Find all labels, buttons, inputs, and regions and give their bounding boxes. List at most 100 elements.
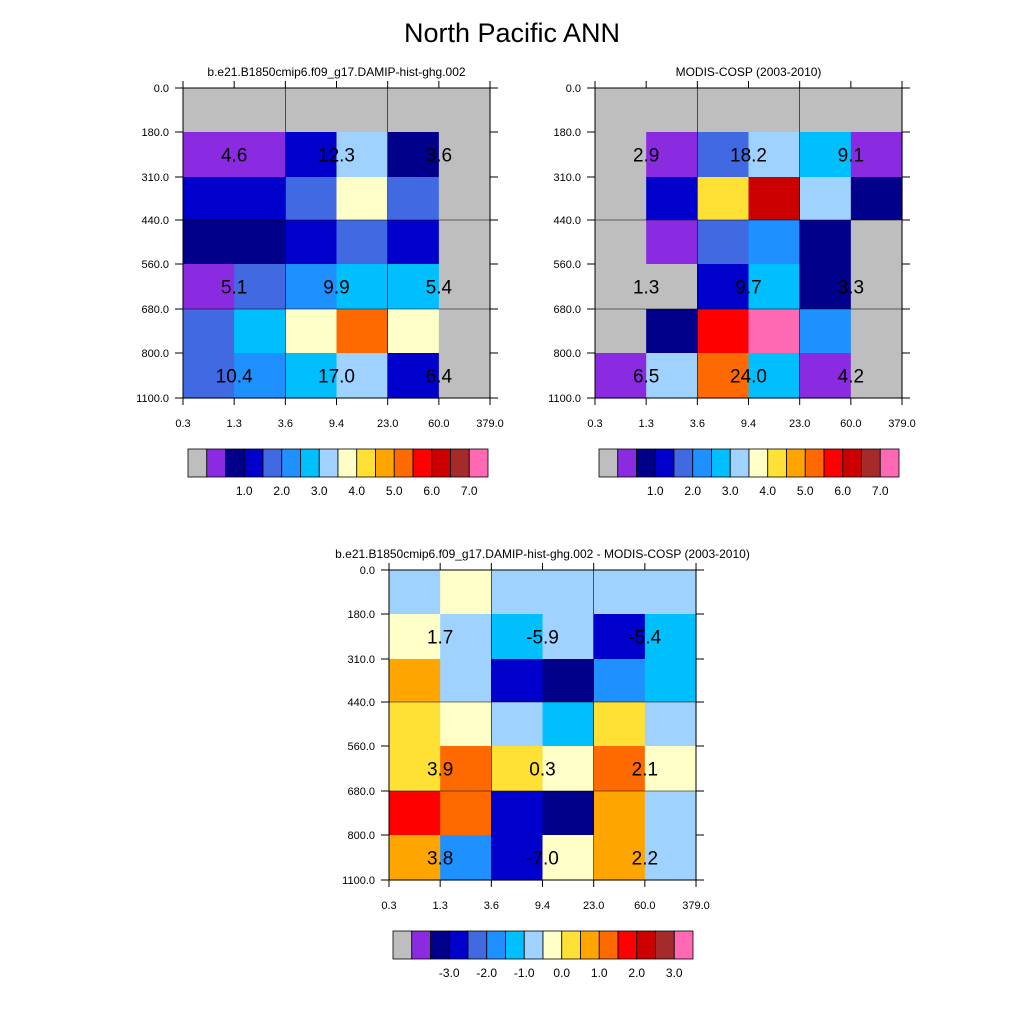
heatmap-cell bbox=[748, 177, 801, 221]
colorbar-swatch bbox=[467, 930, 488, 960]
x-tick-label: 60.0 bbox=[634, 900, 655, 912]
colorbar-swatch bbox=[243, 448, 264, 478]
heatmap-cell bbox=[438, 132, 491, 178]
heatmap-cell bbox=[183, 220, 235, 265]
cell-value-label: 24.0 bbox=[730, 367, 767, 388]
colorbar-label: 1.0 bbox=[236, 484, 253, 498]
x-tick-label: 3.6 bbox=[484, 900, 499, 912]
colorbar-swatch bbox=[206, 448, 226, 478]
heatmap-cell bbox=[799, 264, 852, 310]
heatmap-cell bbox=[285, 132, 338, 178]
colorbar-label: -1.0 bbox=[514, 966, 535, 980]
x-tick-label: 1.3 bbox=[639, 418, 654, 430]
cell-value-label: 12.3 bbox=[318, 146, 355, 167]
heatmap-cell bbox=[748, 88, 801, 133]
heatmap-cell bbox=[285, 88, 338, 133]
heatmap-cell bbox=[440, 791, 492, 836]
heatmap-cell bbox=[593, 570, 646, 615]
colorbar-swatch bbox=[337, 448, 358, 478]
heatmap-cell bbox=[697, 264, 750, 310]
y-tick-label: 800.0 bbox=[553, 348, 581, 360]
x-tick-label: 23.0 bbox=[789, 418, 810, 430]
y-tick-label: 1100.0 bbox=[342, 875, 375, 887]
y-tick-label: 180.0 bbox=[553, 127, 581, 139]
x-tick-label: 0.3 bbox=[381, 900, 396, 912]
cell-value-label: -7.0 bbox=[526, 849, 559, 870]
heatmap-cell bbox=[389, 659, 441, 703]
colorbar-swatch bbox=[468, 448, 489, 478]
heatmap-cell bbox=[850, 309, 903, 354]
heatmap-cell bbox=[234, 264, 286, 310]
heatmap-cell bbox=[646, 88, 698, 133]
heatmap-cell bbox=[336, 132, 389, 178]
heatmap-cell bbox=[850, 88, 903, 133]
cell-value-label: 5.4 bbox=[426, 278, 453, 299]
cell-value-label: 18.2 bbox=[730, 146, 767, 167]
heatmap-cell bbox=[183, 309, 235, 354]
colorbar-swatch bbox=[804, 448, 825, 478]
colorbar-label: 4.0 bbox=[348, 484, 365, 498]
colorbar-swatch bbox=[673, 930, 694, 960]
heatmap-cell bbox=[542, 659, 595, 703]
heatmap-cell bbox=[644, 791, 697, 836]
x-tick-label: 60.0 bbox=[428, 418, 449, 430]
cell-value-label: 4.6 bbox=[221, 146, 247, 167]
colorbar-swatch bbox=[673, 448, 694, 478]
heatmap-cell bbox=[387, 220, 440, 265]
heatmap-cell bbox=[440, 614, 492, 660]
colorbar-swatch bbox=[486, 930, 506, 960]
heatmap-cell bbox=[593, 659, 646, 703]
heatmap-cell bbox=[234, 309, 286, 354]
heatmap-cell bbox=[646, 220, 698, 265]
y-tick-label: 560.0 bbox=[347, 741, 375, 753]
heatmap-cell bbox=[491, 702, 544, 747]
heatmap-cell bbox=[234, 88, 286, 133]
heatmap-cell bbox=[697, 132, 750, 178]
cell-value-label: 10.4 bbox=[216, 367, 253, 388]
colorbar-swatch bbox=[861, 448, 881, 478]
heatmap-cell bbox=[285, 220, 338, 265]
colorbar-swatch bbox=[300, 448, 320, 478]
y-tick-label: 680.0 bbox=[553, 304, 581, 316]
y-tick-label: 180.0 bbox=[347, 609, 375, 621]
heatmap-cell bbox=[389, 835, 441, 881]
heatmap-cell bbox=[595, 309, 647, 354]
heatmap-cell bbox=[387, 177, 440, 221]
panel-title: MODIS-COSP (2003-2010) bbox=[676, 65, 822, 79]
y-tick-label: 440.0 bbox=[347, 697, 375, 709]
heatmap-cell bbox=[850, 353, 903, 399]
heatmap-cell bbox=[799, 309, 852, 354]
heatmap-cell bbox=[748, 220, 801, 265]
cell-value-label: 4.2 bbox=[838, 367, 864, 388]
heatmap-cell bbox=[542, 614, 595, 660]
heatmap-cell bbox=[799, 177, 852, 221]
heatmap-cell bbox=[336, 177, 389, 221]
y-tick-label: 800.0 bbox=[141, 348, 169, 360]
heatmap-cell bbox=[438, 264, 491, 310]
y-tick-label: 310.0 bbox=[553, 172, 581, 184]
x-tick-label: 3.6 bbox=[690, 418, 705, 430]
y-tick-label: 680.0 bbox=[347, 786, 375, 798]
heatmap-cell bbox=[595, 177, 647, 221]
heatmap-cell bbox=[491, 835, 544, 881]
y-tick-label: 560.0 bbox=[141, 259, 169, 271]
colorbar-swatch bbox=[262, 448, 283, 478]
colorbar-swatch bbox=[318, 448, 339, 478]
cell-value-label: 2.9 bbox=[633, 146, 659, 167]
heatmap-cell bbox=[438, 353, 491, 399]
x-tick-label: 9.4 bbox=[535, 900, 550, 912]
heatmap-cell bbox=[183, 132, 235, 178]
heatmap-cell bbox=[697, 220, 750, 265]
cell-value-label: 9.1 bbox=[838, 146, 864, 167]
heatmap-cell bbox=[646, 353, 698, 399]
heatmap-cell bbox=[336, 88, 389, 133]
colorbar-swatch bbox=[636, 930, 656, 960]
cell-value-label: 3.6 bbox=[426, 146, 452, 167]
colorbar-swatch bbox=[411, 930, 431, 960]
colorbar-label: 3.0 bbox=[722, 484, 739, 498]
heatmap-cell bbox=[387, 353, 440, 399]
colorbar-swatch bbox=[617, 448, 637, 478]
x-tick-label: 23.0 bbox=[377, 418, 398, 430]
cell-value-label: 3.3 bbox=[838, 278, 864, 299]
colorbar-swatch bbox=[598, 930, 619, 960]
